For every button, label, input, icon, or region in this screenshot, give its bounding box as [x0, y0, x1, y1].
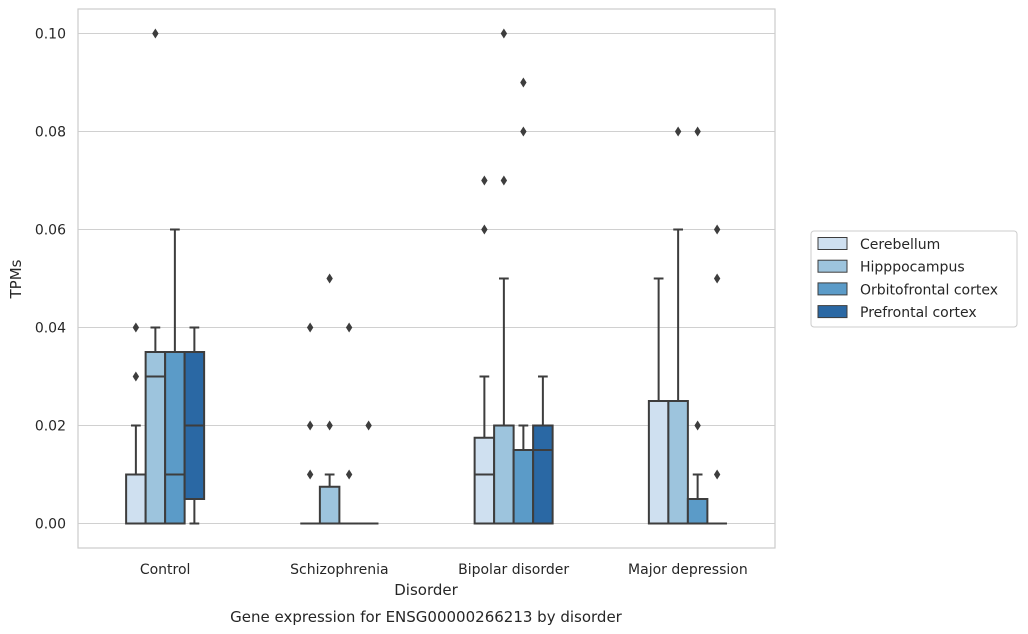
- box-body: [493, 424, 515, 525]
- x-axis-ticks: Control Schizophrenia Bipolar disorder Majo…: [140, 562, 748, 578]
- box-0-3: [183, 326, 206, 525]
- legend-frame: [810, 230, 1018, 328]
- y-axis-label: TPMs: [7, 259, 25, 299]
- box-2-2: [512, 77, 535, 525]
- box-0-0: [125, 322, 147, 525]
- box-1-2: [339, 322, 359, 525]
- box-body: [667, 400, 689, 525]
- outlier-point: [345, 469, 353, 480]
- box-body: [686, 498, 709, 525]
- outlier-point: [713, 469, 721, 480]
- outlier-point: [694, 126, 701, 137]
- box-elements: [125, 28, 727, 525]
- outlier-point: [481, 175, 488, 186]
- outlier-point: [481, 224, 488, 235]
- x-axis-label: Disorder: [394, 581, 458, 599]
- box-3-3: [707, 224, 727, 525]
- legend-swatch: [817, 237, 848, 250]
- outlier-point: [500, 28, 508, 39]
- box-1-3: [358, 420, 379, 525]
- box-body: [512, 449, 535, 525]
- x-tick-label: Schizophrenia: [290, 562, 388, 578]
- plot-area-frame: [77, 8, 776, 549]
- legend-label: Hipppocampus: [860, 260, 965, 276]
- legend-swatch: [817, 282, 848, 296]
- legend: Cerebellum Hipppocampus Orbitofrontal cort…: [810, 230, 1018, 328]
- outlier-point: [365, 420, 372, 431]
- box-2-1: [493, 28, 515, 525]
- y-tick-label: 0.02: [35, 419, 66, 435]
- outlier-point: [132, 322, 140, 333]
- outlier-point: [713, 273, 721, 284]
- box-body: [144, 351, 167, 525]
- box-0-2: [164, 228, 186, 525]
- outlier-point: [520, 126, 527, 137]
- box-body: [164, 351, 186, 525]
- outlier-point: [520, 77, 527, 88]
- box-body: [318, 485, 341, 525]
- outlier-point: [132, 371, 140, 382]
- outlier-point: [326, 273, 333, 284]
- box-body: [532, 424, 554, 525]
- outlier-point: [326, 420, 333, 431]
- outlier-point: [306, 469, 314, 480]
- legend-label: Orbitofrontal cortex: [860, 282, 998, 298]
- outlier-point: [306, 420, 314, 431]
- box-body: [473, 436, 496, 525]
- outlier-point: [345, 322, 353, 333]
- box-3-0: [647, 277, 670, 525]
- y-tick-label: 0.06: [35, 223, 66, 239]
- box-body: [125, 473, 147, 525]
- box-0-1: [144, 28, 167, 525]
- outlier-point: [694, 420, 701, 431]
- x-tick-label: Major depression: [628, 562, 748, 578]
- y-tick-label: 0.08: [35, 125, 66, 141]
- y-tick-label: 0.00: [35, 517, 66, 533]
- box-3-1: [667, 126, 689, 525]
- box-body: [647, 400, 670, 525]
- chart-caption: Gene expression for ENSG00000266213 by d…: [230, 608, 623, 626]
- y-axis-ticks: 0.00 0.02 0.04 0.06 0.08 0.10: [35, 27, 66, 533]
- y-tick-label: 0.04: [35, 321, 66, 337]
- x-tick-label: Control: [140, 562, 191, 578]
- box-1-0: [300, 322, 320, 525]
- outlier-point: [674, 126, 682, 137]
- legend-swatch: [817, 259, 848, 273]
- legend-label: Prefrontal cortex: [860, 305, 977, 321]
- outlier-point: [500, 175, 508, 186]
- legend-swatch: [817, 305, 848, 319]
- box-3-2: [686, 126, 709, 525]
- outlier-point: [152, 28, 159, 39]
- box-2-3: [532, 375, 554, 525]
- x-tick-label: Bipolar disorder: [458, 562, 569, 578]
- legend-label: Cerebellum: [860, 237, 940, 253]
- outlier-point: [306, 322, 314, 333]
- outlier-point: [713, 224, 721, 235]
- box-1-1: [318, 273, 341, 525]
- box-2-0: [473, 175, 496, 525]
- y-tick-label: 0.10: [35, 27, 66, 43]
